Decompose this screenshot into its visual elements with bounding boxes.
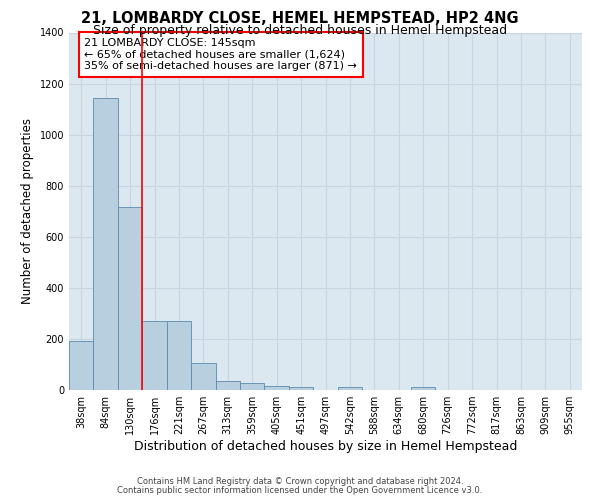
Bar — [215, 381, 240, 390]
Bar — [289, 386, 313, 390]
Bar — [94, 98, 118, 390]
Text: 21, LOMBARDY CLOSE, HEMEL HEMPSTEAD, HP2 4NG: 21, LOMBARDY CLOSE, HEMEL HEMPSTEAD, HP2… — [81, 11, 519, 26]
Bar — [69, 340, 94, 390]
X-axis label: Distribution of detached houses by size in Hemel Hempstead: Distribution of detached houses by size … — [134, 440, 517, 453]
Text: 21 LOMBARDY CLOSE: 145sqm
← 65% of detached houses are smaller (1,624)
35% of se: 21 LOMBARDY CLOSE: 145sqm ← 65% of detac… — [85, 38, 357, 71]
Text: Size of property relative to detached houses in Hemel Hempstead: Size of property relative to detached ho… — [93, 24, 507, 37]
Bar — [265, 386, 289, 390]
Bar — [118, 208, 142, 390]
Bar — [411, 386, 436, 390]
Bar — [167, 321, 191, 390]
Text: Contains HM Land Registry data © Crown copyright and database right 2024.: Contains HM Land Registry data © Crown c… — [137, 477, 463, 486]
Bar — [240, 383, 265, 390]
Bar — [142, 321, 167, 390]
Bar — [338, 386, 362, 390]
Y-axis label: Number of detached properties: Number of detached properties — [21, 118, 34, 304]
Text: Contains public sector information licensed under the Open Government Licence v3: Contains public sector information licen… — [118, 486, 482, 495]
Bar — [191, 362, 215, 390]
